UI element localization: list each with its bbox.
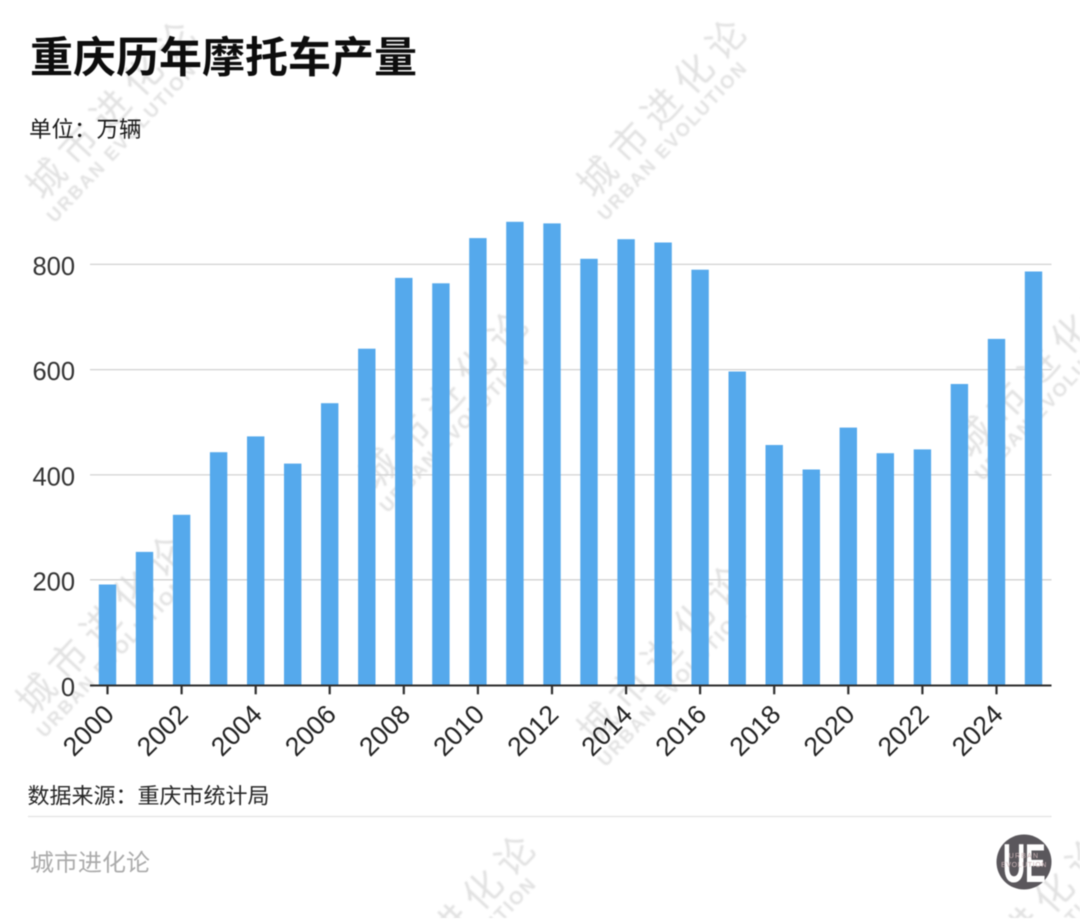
- svg-text:UE: UE: [1003, 833, 1045, 894]
- svg-text:600: 600: [32, 358, 75, 386]
- svg-text:800: 800: [32, 253, 75, 281]
- svg-text:EVOLUTION: EVOLUTION: [1001, 862, 1047, 869]
- svg-text:400: 400: [32, 463, 75, 491]
- svg-text:200: 200: [32, 568, 75, 596]
- svg-text:0: 0: [61, 674, 75, 702]
- svg-text:URBAN: URBAN: [1009, 853, 1040, 860]
